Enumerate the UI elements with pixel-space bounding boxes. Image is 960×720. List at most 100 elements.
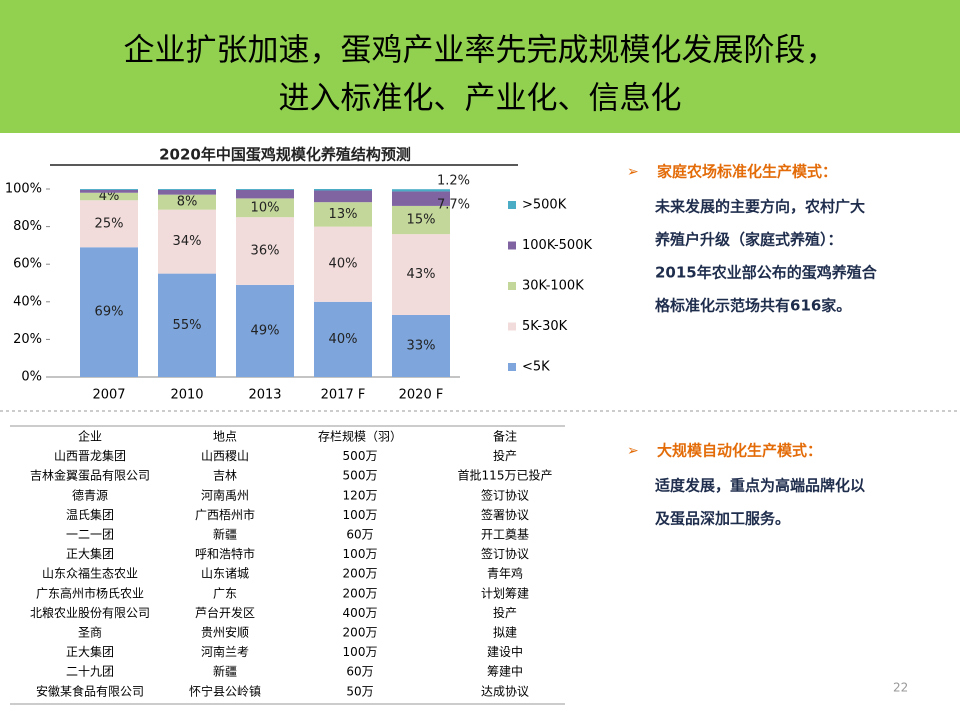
table-cell: 河南禹州 [201,487,249,502]
bar-segment [158,273,216,377]
data-label: 40% [329,332,358,347]
table-cell: 拟建 [493,626,517,640]
data-label: 33% [407,338,436,353]
y-tick-label: 100% [5,182,42,197]
table-cell: 一二一团 [66,528,114,542]
y-tick-label: 80% [13,219,42,234]
bar-segment [236,189,294,199]
section-heading: 家庭农场标准化生产模式： [657,163,837,181]
table-cell: 圣商 [78,625,102,640]
table-cell: 投产 [493,605,517,620]
x-tick-label: 2017 F [321,388,366,403]
bar-segment [80,189,138,193]
table-cell: 筹建中 [487,664,523,679]
bar-segment [158,189,216,195]
table-cell: 怀宁县公岭镇 [189,683,261,698]
table-cell: 山西晋龙集团 [54,448,126,463]
table-cell: 120万 [343,488,378,502]
table-cell: 计划筹建 [481,586,529,600]
table-cell: 贵州安顺 [201,625,249,640]
bar-segment [314,190,372,203]
header-band [0,0,960,133]
table-cell: 200万 [343,567,378,581]
table-header: 企业 [78,429,102,444]
data-label: 15% [407,213,436,228]
legend-swatch [508,322,516,331]
legend-label: 5K-30K [522,319,568,334]
table-cell: 芦台开发区 [195,605,255,620]
bar-segment [392,314,450,377]
table-cell: 新疆 [213,664,237,679]
bar-segment [392,189,450,192]
y-tick-label: 0% [21,370,42,385]
table-cell: 山东众福生态农业 [42,566,138,581]
section-text: 格标准化示范场共有616家。 [655,297,851,315]
table-cell: 100万 [343,645,378,659]
table-cell: 200万 [343,626,378,640]
bar-segment [236,284,294,377]
legend-swatch [508,241,516,250]
legend-label: 100K-500K [522,238,592,253]
x-tick-label: 2007 [92,388,125,403]
table-header: 备注 [493,429,517,444]
x-tick-label: 2013 [248,388,281,403]
bar-segment [392,191,450,206]
legend-swatch [508,201,516,209]
table-cell: 北粮农业股份有限公司 [30,605,150,620]
chart-title: 2020年中国蛋鸡规模化养殖结构预测 [159,146,411,164]
data-label: 49% [251,323,280,338]
table-cell: 呼和浩特市 [195,546,255,561]
table-header: 地点 [213,430,237,444]
bar-segment [158,209,216,274]
data-label: 13% [329,207,358,222]
table-cell: 达成协议 [481,683,529,698]
x-tick-label: 2010 [170,388,203,403]
bar-segment [80,200,138,248]
table-cell: 吉林 [213,469,237,483]
bar-segment [158,189,216,190]
legend-swatch [508,363,516,371]
bar-segment [158,194,216,210]
table-cell: 投产 [493,448,517,463]
data-label: 40% [329,257,358,272]
section-heading: 大规模自动化生产模式： [657,442,822,460]
y-tick-label: 60% [13,257,42,272]
legend-label: >500K [522,198,567,213]
bar-segment [392,234,450,315]
section-text: 未来发展的主要方向，农村广大 [654,198,865,216]
table-cell: 签订协议 [481,546,529,561]
legend-swatch [508,282,516,290]
y-tick-label: 40% [13,294,42,309]
data-label: 55% [173,318,202,333]
bar-segment [236,198,294,218]
table-cell: 青年鸡 [487,566,523,581]
table-cell: 开工奠基 [481,527,529,542]
data-label: 43% [407,267,436,282]
bullet-arrow: ➢ [627,164,639,180]
table-cell: 正大集团 [66,546,114,561]
data-label: 36% [251,244,280,259]
table-cell: 60万 [346,528,373,542]
bar-segment [80,192,138,201]
table-cell: 100万 [343,547,378,561]
bar-segment [314,189,372,191]
data-label: 7.7% [437,198,470,213]
section-text: 适度发展，重点为高端品牌化以 [655,477,865,495]
bar-segment [80,189,138,190]
section-text: 及蛋品深加工服务。 [655,510,790,528]
table-cell: 首批115万已投产 [458,468,553,483]
legend-label: 30K-100K [522,279,584,294]
table-cell: 新疆 [213,527,237,542]
bar-segment [314,202,372,227]
section-text: 养殖户升级（家庭式养殖）： [654,231,843,249]
data-label: 25% [95,216,124,231]
table-cell: 吉林金翼蛋品有限公司 [30,468,150,483]
bar-segment [392,205,450,235]
bullet-arrow: ➢ [627,443,639,459]
table-cell: 200万 [343,586,378,600]
table-cell: 正大集团 [66,644,114,659]
bar-segment [80,247,138,377]
x-tick-label: 2020 F [399,388,444,403]
table-cell: 温氏集团 [66,507,114,522]
data-label: 1.2% [437,174,470,189]
